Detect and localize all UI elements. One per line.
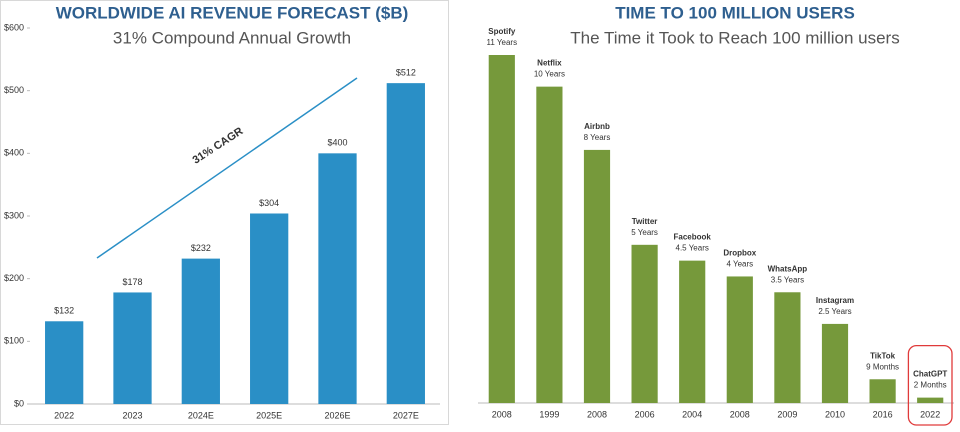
left-title: WORLDWIDE AI REVENUE FORECAST ($B) xyxy=(56,3,409,22)
x-tick-label: 2006 xyxy=(635,409,655,419)
x-tick-label: 2008 xyxy=(730,409,750,419)
value-label: 4.5 Years xyxy=(676,244,709,253)
bar-name: WhatsApp xyxy=(768,264,808,273)
value-label: 10 Years xyxy=(534,70,565,79)
cagr-line xyxy=(96,77,358,259)
bar xyxy=(726,276,753,403)
value-label: 8 Years xyxy=(584,133,611,142)
highlight-box xyxy=(907,344,953,426)
bar-name: Dropbox xyxy=(723,249,756,258)
x-tick-label: 2016 xyxy=(873,409,893,419)
right-subtitle: The Time it Took to Reach 100 million us… xyxy=(570,28,899,47)
bar xyxy=(679,260,706,403)
bar-name: Facebook xyxy=(674,233,712,242)
bar xyxy=(45,321,84,404)
y-tick-label: $100 xyxy=(4,336,24,346)
bar xyxy=(774,292,801,403)
y-tick-label: $200 xyxy=(4,273,24,283)
value-label: $512 xyxy=(396,68,416,78)
value-label: 5 Years xyxy=(631,228,658,237)
left-frame xyxy=(0,0,449,425)
bar-name: Spotify xyxy=(488,27,516,36)
bar xyxy=(631,244,658,403)
bar-name: Netflix xyxy=(537,59,562,68)
x-tick-label: 2025E xyxy=(256,410,282,420)
x-tick-label: 2022 xyxy=(920,409,940,419)
bar-name: Twitter xyxy=(632,217,658,226)
value-label: $400 xyxy=(327,138,347,148)
bar xyxy=(181,258,220,404)
y-tick-label: $300 xyxy=(4,210,24,220)
bar-name: Instagram xyxy=(816,296,854,305)
x-tick-label: 2010 xyxy=(825,409,845,419)
value-label: 3.5 Years xyxy=(771,275,804,284)
x-tick-label: 2009 xyxy=(777,409,797,419)
value-label: 11 Years xyxy=(487,38,518,47)
value-label: $232 xyxy=(191,243,211,253)
value-label: 4 Years xyxy=(726,260,753,269)
y-tick-label: $0 xyxy=(14,398,24,408)
bar-name: ChatGPT xyxy=(913,370,947,379)
left-subtitle: 31% Compound Annual Growth xyxy=(113,28,351,47)
y-tick-label: $600 xyxy=(4,22,24,32)
bar xyxy=(318,153,357,404)
bar xyxy=(917,397,944,403)
x-tick-label: 1999 xyxy=(539,409,559,419)
value-label: 9 Months xyxy=(866,362,899,371)
bar xyxy=(583,149,611,403)
value-label: $304 xyxy=(259,198,279,208)
bar xyxy=(869,379,896,403)
right-title: TIME TO 100 MILLION USERS xyxy=(615,3,855,22)
x-tick-label: 2026E xyxy=(324,410,350,420)
value-label: 2 Months xyxy=(914,381,947,390)
bar xyxy=(536,86,563,404)
bar xyxy=(488,55,515,403)
x-tick-label: 2027E xyxy=(393,410,419,420)
bar-name: Airbnb xyxy=(584,122,610,131)
x-tick-label: 2008 xyxy=(492,409,512,419)
x-tick-label: 2023 xyxy=(122,410,142,420)
value-label: $178 xyxy=(122,277,142,287)
value-label: $132 xyxy=(54,306,74,316)
bar xyxy=(113,292,152,404)
x-tick-label: 2004 xyxy=(682,409,702,419)
bar xyxy=(250,213,289,404)
bar xyxy=(821,323,849,403)
x-tick-label: 2008 xyxy=(587,409,607,419)
bar xyxy=(386,83,425,404)
x-tick-label: 2022 xyxy=(54,410,74,420)
x-tick-label: 2024E xyxy=(188,410,214,420)
y-tick-label: $500 xyxy=(4,85,24,95)
value-label: 2.5 Years xyxy=(818,307,851,316)
bar-name: TikTok xyxy=(870,351,896,360)
y-tick-label: $400 xyxy=(4,148,24,158)
